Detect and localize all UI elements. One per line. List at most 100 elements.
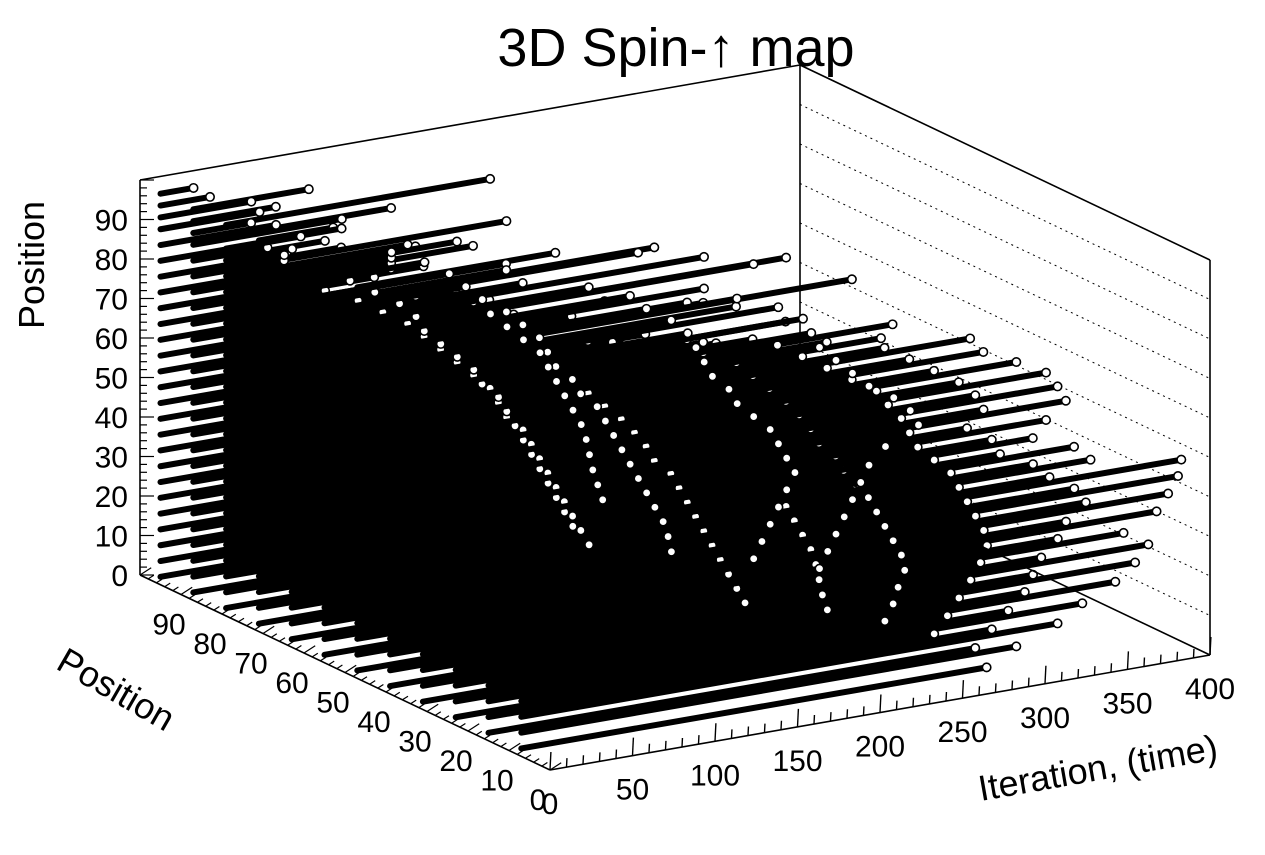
depth-position-axis-label: Position [51, 639, 182, 739]
spin-up-marker [1041, 367, 1052, 378]
spin-up-marker [698, 251, 709, 262]
spin-up-marker [953, 482, 964, 493]
spin-up-marker [880, 441, 891, 452]
spin-up-streak [157, 496, 606, 580]
spin-up-marker [789, 467, 800, 478]
spin-up-marker [905, 405, 916, 416]
spin-up-marker [287, 243, 298, 254]
spin-up-marker [501, 306, 512, 317]
spin-up-marker [608, 430, 619, 441]
spin-up-streak [255, 504, 658, 580]
spin-up-streak [223, 346, 444, 390]
chart-title: 3D Spin-↑ map [497, 18, 854, 78]
x-major-tick [1044, 665, 1047, 684]
spin-up-streak [354, 556, 724, 627]
y-minor-tick [295, 644, 302, 650]
y-minor-tick [418, 703, 425, 709]
spin-up-marker [501, 265, 512, 276]
spin-up-marker [1036, 552, 1047, 563]
spin-up-marker [965, 575, 976, 586]
spin-up-marker [863, 492, 874, 503]
spin-up-marker [666, 315, 677, 326]
spin-up-streak [190, 215, 345, 248]
spin-up-marker [1052, 533, 1063, 544]
y-minor-tick [156, 578, 163, 584]
y-minor-tick [533, 758, 540, 763]
spin-up-streak [157, 252, 288, 280]
spin-up-streak [157, 193, 213, 209]
spin-up-marker [649, 502, 660, 513]
y-tick-label: 30 [398, 726, 431, 759]
y-minor-tick [500, 742, 507, 748]
y-major-tick [549, 762, 562, 771]
spin-up-marker [1041, 415, 1052, 426]
spin-up-marker [1143, 539, 1154, 550]
x-major-tick [1209, 636, 1212, 656]
y-major-tick [303, 645, 316, 654]
spin-up-streak [518, 600, 1086, 705]
spin-up-marker [517, 319, 528, 330]
spin-up-marker [879, 342, 890, 353]
spin-up-marker [814, 342, 825, 353]
x-tick-label: 150 [772, 745, 822, 778]
spin-up-streak [321, 249, 641, 311]
y-minor-tick [246, 621, 253, 627]
x-major-tick [879, 694, 882, 713]
iteration-axis-ticks: 0 50 100 150 200 250 300 350 400 [542, 636, 1235, 821]
spin-up-streak [190, 244, 271, 264]
spin-up-streak [157, 233, 304, 264]
spin-up-streak [223, 287, 329, 311]
iteration-axis-label: Iteration, (time) [975, 726, 1221, 808]
spin-up-streak [157, 221, 279, 249]
spin-up-streak [190, 465, 543, 533]
spin-up-streak [157, 249, 395, 296]
spin-up-marker [270, 219, 281, 230]
spin-up-streak [223, 413, 510, 469]
spin-up-marker [597, 494, 608, 505]
spin-up-marker [1027, 433, 1038, 444]
back-top-edge [139, 64, 801, 181]
spin-up-marker [978, 525, 989, 536]
back-wall-gridline [799, 262, 1211, 458]
spin-up-streak [223, 441, 535, 501]
y-minor-tick [270, 633, 278, 638]
spin-up-marker [632, 247, 643, 258]
spin-up-marker [773, 438, 784, 449]
z-tick-label: 0 [111, 560, 128, 593]
spin-up-streak [452, 630, 938, 721]
y-minor-tick [434, 711, 442, 716]
z-tick-label: 50 [95, 363, 128, 396]
spin-up-marker [658, 516, 669, 527]
spin-up-streak [190, 366, 477, 422]
y-minor-tick [352, 672, 360, 677]
y-tick-label: 90 [152, 609, 185, 642]
spin-up-marker [731, 293, 742, 304]
spin-up-marker [567, 374, 578, 385]
y-minor-tick [164, 582, 171, 588]
y-major-tick [344, 664, 357, 674]
spin-up-streak [223, 484, 560, 548]
spin-up-streak [387, 606, 831, 690]
spin-up-streak [190, 523, 576, 596]
spin-up-marker [965, 333, 976, 344]
spin-up-marker [929, 455, 940, 466]
spin-up-marker [616, 444, 627, 455]
spin-up-marker [485, 308, 496, 319]
spin-up-marker [567, 521, 578, 532]
spin-up-marker [550, 247, 561, 258]
spin-up-streak [223, 359, 461, 406]
spin-up-streak [190, 277, 354, 312]
spin-up-marker [1080, 497, 1091, 508]
y-tick-label: 0 [530, 784, 547, 817]
spin-up-marker [929, 628, 940, 639]
spin-up-marker [460, 281, 471, 292]
spin-up-streak [223, 372, 477, 422]
x-tick-label: 250 [937, 716, 987, 749]
spin-up-marker [666, 546, 677, 557]
y-minor-tick [492, 738, 499, 744]
x-tick-label: 400 [1185, 673, 1235, 706]
y-minor-tick [213, 605, 220, 611]
spin-up-marker [402, 239, 413, 250]
spin-up-marker [879, 521, 890, 532]
spin-up-marker [699, 356, 710, 367]
